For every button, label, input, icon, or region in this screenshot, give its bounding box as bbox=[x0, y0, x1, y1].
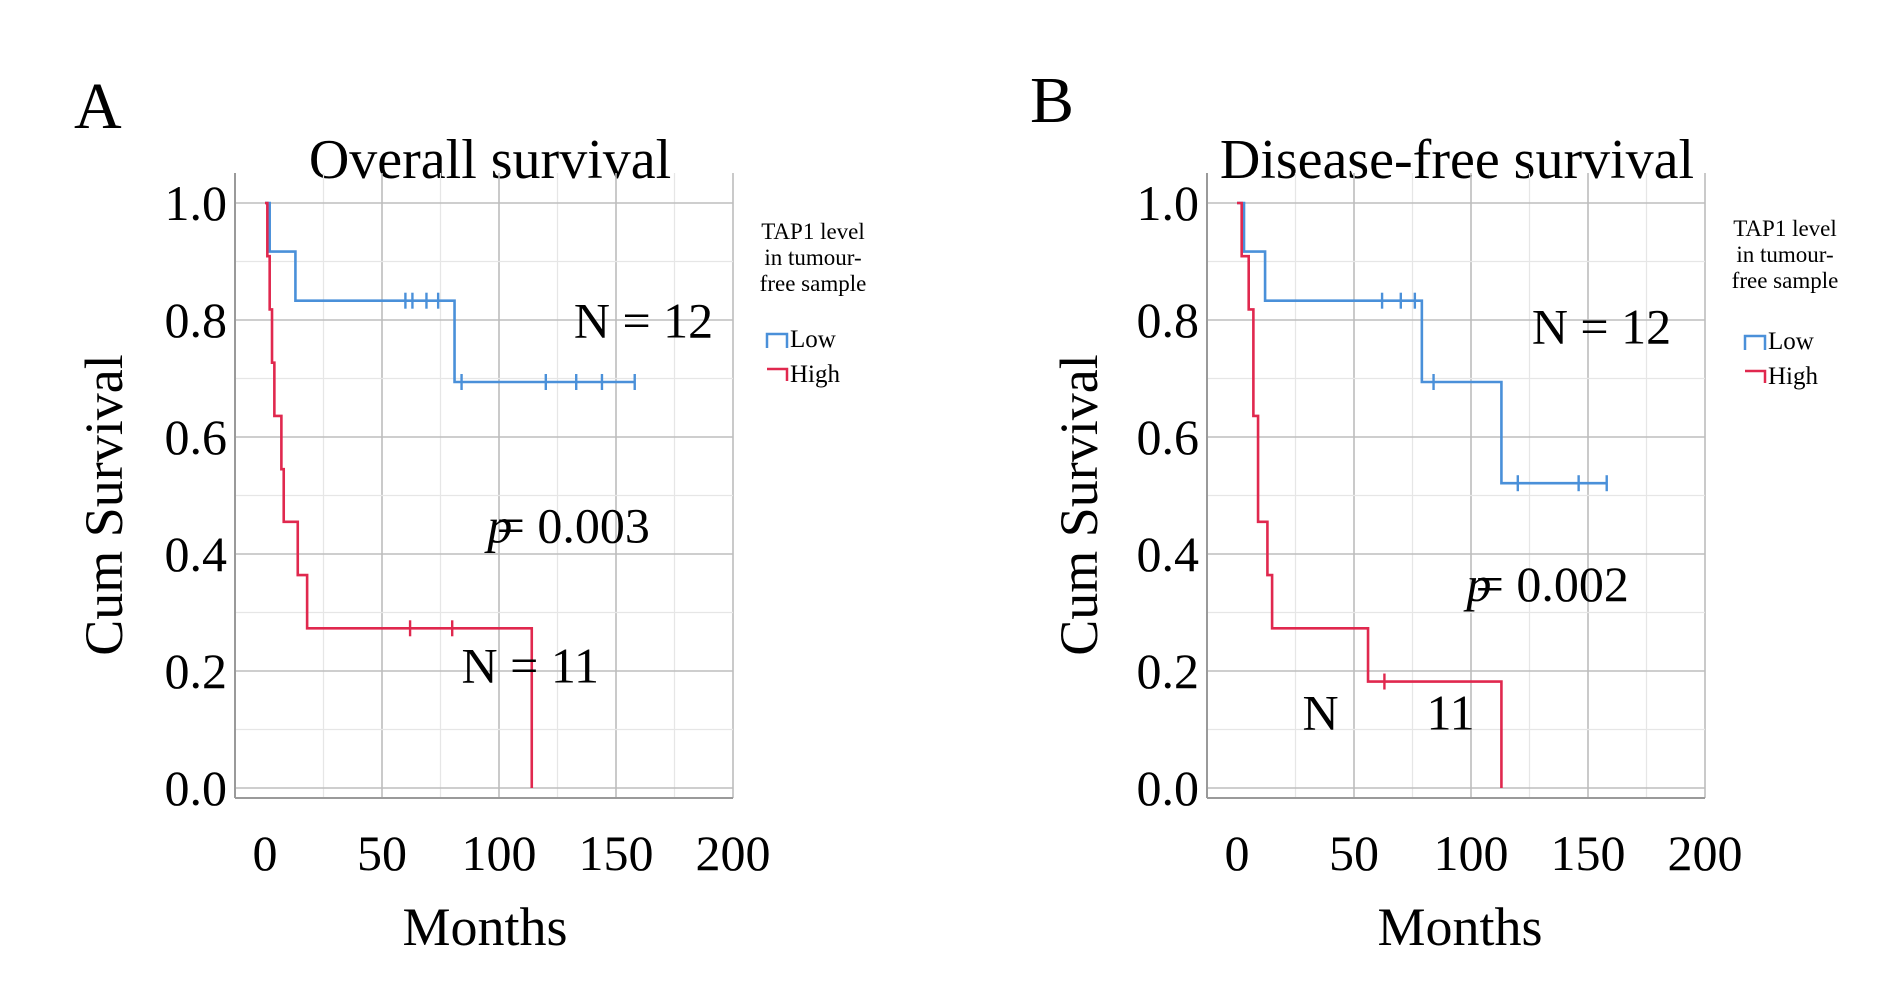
legend-title-line-3: free sample bbox=[1732, 268, 1839, 293]
annotation-text: N = 12 bbox=[574, 293, 713, 349]
chart-title: Disease-free survival bbox=[1220, 129, 1694, 191]
x-tick-label: 100 bbox=[462, 825, 537, 881]
chart-title: Overall survival bbox=[309, 129, 671, 191]
y-tick-label: 0.8 bbox=[165, 292, 228, 348]
y-tick-label: 0.4 bbox=[1137, 526, 1200, 582]
y-tick-label: 1.0 bbox=[1137, 175, 1200, 231]
plot-grid bbox=[234, 173, 734, 799]
survival-curve-low bbox=[265, 201, 635, 384]
legend-label-high: High bbox=[1768, 363, 1819, 390]
p-value-symbol: p bbox=[484, 497, 512, 553]
annotations: N = 12 N = 11 p = 0.003 bbox=[462, 293, 714, 694]
survival-curve-low bbox=[1237, 201, 1607, 485]
legend: TAP1 level in tumour- free sample Low Hi… bbox=[760, 219, 867, 388]
y-axis-label: Cum Survival bbox=[74, 354, 134, 656]
panel-a: A Overall survival 0 50 100 150 200 0.0 0.2 0.4… bbox=[74, 70, 866, 957]
y-tick-label: 0.8 bbox=[1137, 292, 1200, 348]
legend-title-line-2: in tumour- bbox=[764, 245, 861, 270]
legend-title-line-1: TAP1 level bbox=[1733, 216, 1837, 241]
x-tick-label: 150 bbox=[1551, 825, 1626, 881]
x-tick-label: 50 bbox=[1329, 825, 1379, 881]
x-tick-label: 200 bbox=[696, 825, 771, 881]
x-tick-label: 150 bbox=[579, 825, 654, 881]
survival-curve-high bbox=[265, 201, 534, 788]
panel-letter: B bbox=[1030, 64, 1074, 137]
panel-b: B Disease-free survival 0 50 100 150 2000.00… bbox=[1030, 64, 1838, 957]
annotation-text: = 0.003 bbox=[497, 497, 650, 553]
y-tick-label: 0.2 bbox=[165, 643, 228, 699]
x-tick-label: 0 bbox=[1225, 825, 1250, 881]
legend-label-low: Low bbox=[1768, 328, 1814, 355]
tick-labels: 0 50 100 150 200 0.0 0.2 0.4 0.6 0.8 1.0 bbox=[1137, 175, 1743, 881]
x-tick-label: 200 bbox=[1668, 825, 1743, 881]
y-tick-label: 0.6 bbox=[165, 409, 228, 465]
annotation-text: N = 11 bbox=[462, 638, 599, 694]
y-axis-label: Cum Survival bbox=[1049, 354, 1109, 656]
legend: TAP1 level in tumour- free sample Low Hi… bbox=[1732, 216, 1839, 390]
annotation-text: N bbox=[1303, 685, 1339, 741]
y-tick-label: 0.2 bbox=[1137, 643, 1200, 699]
legend-swatch-low bbox=[765, 332, 789, 348]
legend-label-high: High bbox=[790, 361, 841, 388]
legend-title-line-2: in tumour- bbox=[1736, 242, 1833, 267]
y-tick-label: 0.6 bbox=[1137, 409, 1200, 465]
annotation-text: 11 bbox=[1427, 685, 1475, 741]
y-tick-label: 0.0 bbox=[165, 760, 228, 816]
series-layer bbox=[265, 201, 636, 788]
x-axis-label: Months bbox=[1377, 897, 1542, 957]
y-tick-label: 0.0 bbox=[1137, 760, 1200, 816]
annotation-text: N = 12 bbox=[1532, 298, 1671, 354]
legend-label-low: Low bbox=[790, 326, 836, 353]
x-axis-label: Months bbox=[402, 897, 567, 957]
legend-title-line-1: TAP1 level bbox=[761, 219, 865, 244]
annotations: N = 12 N 11 p = 0.002 bbox=[1303, 298, 1672, 740]
legend-title-line-3: free sample bbox=[760, 271, 867, 296]
y-tick-label: 1.0 bbox=[165, 175, 228, 231]
series-layer bbox=[1237, 201, 1608, 788]
tick-labels: 0 50 100 150 200 0.0 0.2 0.4 0.6 0.8 1.0 bbox=[165, 175, 771, 881]
p-value-symbol: p bbox=[1463, 556, 1491, 612]
annotation-text: = 0.002 bbox=[1476, 556, 1629, 612]
plot-grid bbox=[1206, 173, 1706, 799]
legend-swatch-low bbox=[1743, 334, 1767, 350]
survival-curve-high bbox=[1237, 201, 1503, 788]
panel-letter: A bbox=[74, 70, 122, 143]
legend-swatch-high bbox=[767, 367, 789, 381]
x-tick-label: 0 bbox=[253, 825, 278, 881]
x-tick-label: 100 bbox=[1434, 825, 1509, 881]
x-tick-label: 50 bbox=[357, 825, 407, 881]
legend-swatch-high bbox=[1745, 369, 1767, 383]
y-tick-label: 0.4 bbox=[165, 526, 228, 582]
